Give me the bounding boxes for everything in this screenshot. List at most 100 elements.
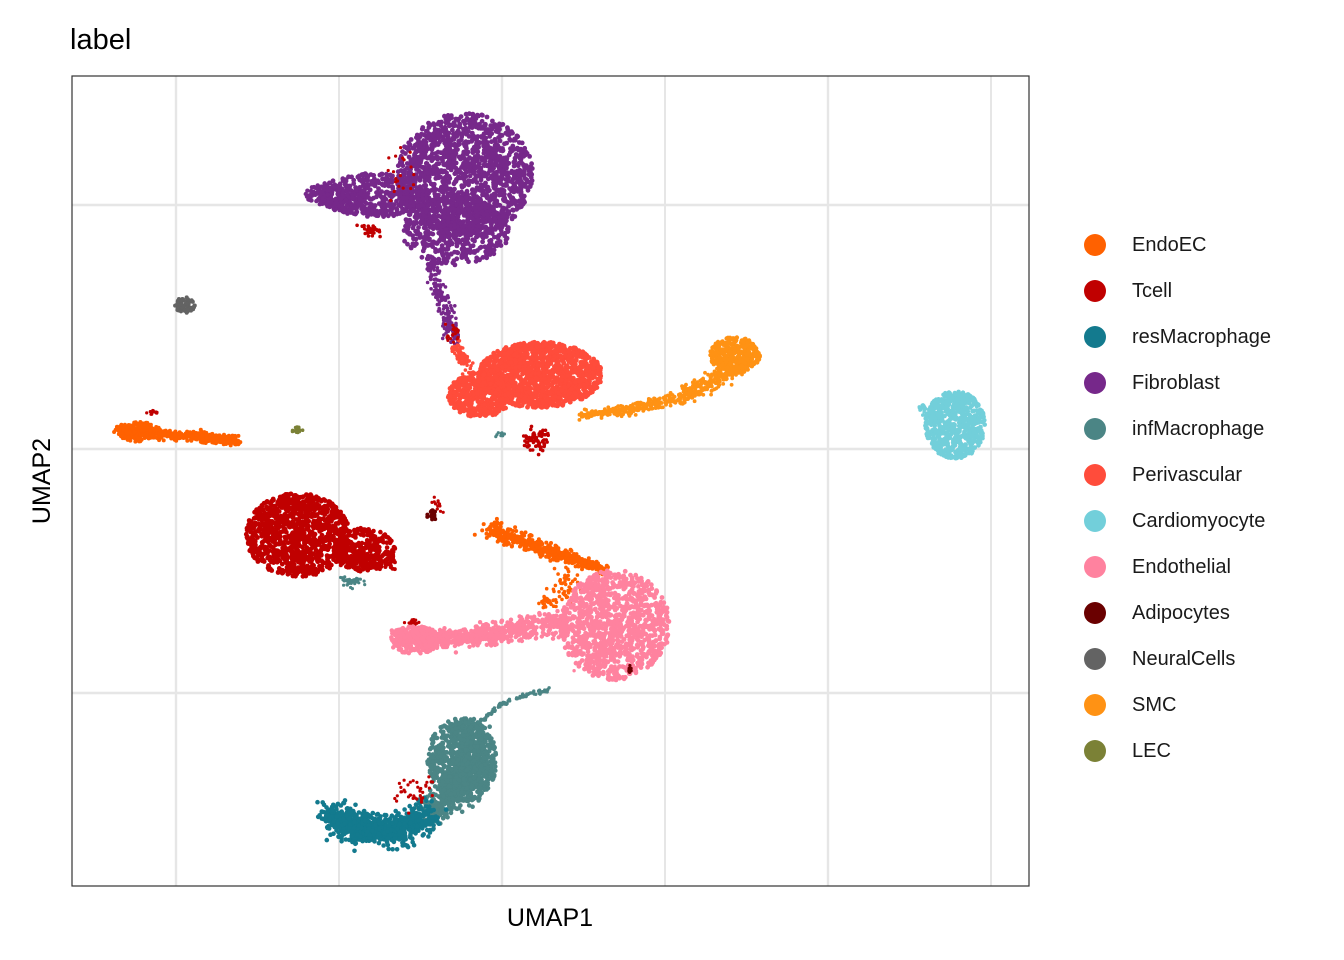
point	[525, 165, 530, 170]
point	[343, 187, 349, 193]
point	[518, 192, 524, 198]
point	[497, 122, 502, 127]
point	[547, 346, 553, 352]
point	[454, 316, 458, 321]
point	[502, 164, 508, 169]
point	[382, 204, 387, 210]
point	[502, 356, 508, 361]
point	[485, 155, 491, 160]
point	[464, 391, 470, 397]
point	[445, 246, 451, 252]
point	[473, 188, 479, 193]
point	[371, 173, 377, 178]
point	[460, 372, 465, 376]
point	[577, 379, 583, 384]
point	[469, 138, 475, 144]
point	[582, 407, 587, 412]
point	[668, 403, 673, 408]
point	[572, 369, 577, 375]
point	[469, 370, 474, 375]
point	[492, 191, 498, 197]
point	[463, 139, 469, 145]
point	[481, 412, 487, 418]
point	[439, 184, 444, 190]
point	[441, 257, 447, 263]
point	[431, 121, 436, 127]
point	[492, 390, 498, 396]
point	[489, 131, 495, 137]
point	[471, 382, 477, 388]
point	[442, 129, 448, 135]
point	[455, 405, 460, 410]
point	[516, 364, 522, 370]
point	[446, 174, 452, 180]
point	[514, 345, 520, 351]
point	[343, 178, 349, 183]
point	[503, 130, 509, 136]
point	[435, 302, 440, 307]
point	[512, 357, 518, 363]
point	[475, 173, 481, 179]
point	[515, 391, 521, 397]
point	[533, 394, 539, 400]
point	[526, 389, 532, 394]
point	[479, 155, 484, 161]
point	[420, 248, 426, 254]
point	[591, 356, 596, 362]
point	[426, 163, 432, 169]
point	[457, 124, 463, 130]
point	[471, 162, 477, 168]
point	[441, 162, 447, 167]
point	[497, 166, 502, 172]
point	[439, 250, 445, 256]
point	[422, 183, 428, 189]
point	[416, 192, 421, 198]
point	[460, 207, 466, 213]
point	[443, 285, 448, 289]
point	[421, 174, 427, 179]
point	[535, 385, 541, 391]
point	[469, 215, 475, 221]
point	[502, 141, 507, 147]
point	[481, 394, 486, 400]
point	[414, 241, 419, 247]
point	[443, 305, 448, 310]
point	[425, 146, 431, 152]
point	[402, 238, 407, 244]
point	[430, 231, 436, 237]
point	[452, 224, 458, 230]
point	[400, 177, 405, 182]
point	[502, 156, 507, 161]
point	[455, 357, 460, 361]
point	[484, 212, 490, 218]
point	[446, 180, 452, 185]
point	[345, 193, 350, 198]
point	[457, 140, 462, 146]
point	[681, 390, 686, 394]
point	[518, 198, 524, 203]
point	[417, 231, 423, 237]
point	[442, 113, 447, 119]
point	[407, 231, 412, 237]
point	[460, 249, 466, 255]
point	[509, 379, 515, 385]
point	[473, 156, 479, 162]
point	[408, 137, 414, 142]
point	[533, 375, 539, 381]
point	[475, 134, 481, 139]
point	[466, 231, 472, 237]
point	[445, 160, 451, 165]
point	[422, 152, 428, 157]
point	[421, 132, 427, 138]
point	[463, 368, 468, 372]
point	[381, 199, 386, 204]
point	[454, 232, 460, 237]
point	[492, 243, 498, 249]
point	[459, 183, 465, 189]
point	[560, 402, 566, 408]
point	[498, 227, 504, 233]
point	[308, 198, 314, 203]
point	[565, 373, 571, 378]
point	[385, 182, 390, 188]
point	[364, 182, 370, 188]
